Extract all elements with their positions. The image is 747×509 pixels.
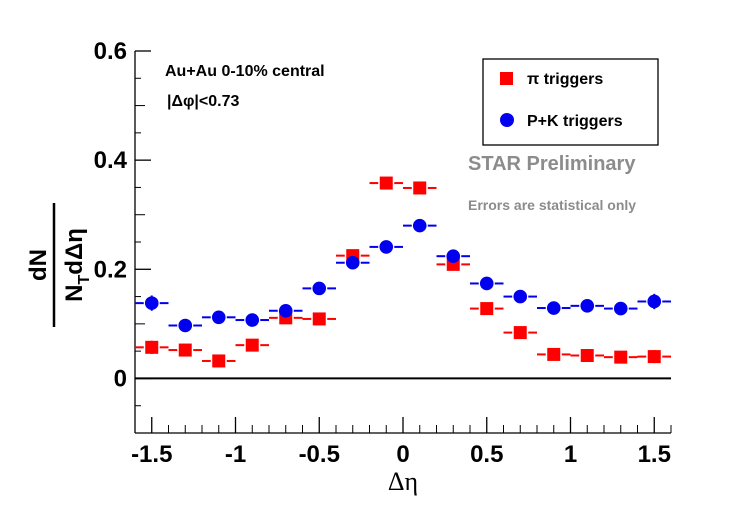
y-tick-label: 0.2 xyxy=(94,256,127,283)
system-annotation: Au+Au 0-10% central xyxy=(165,63,325,80)
data-layer xyxy=(135,176,671,368)
errors-note: Errors are statistical only xyxy=(468,197,636,213)
pi-point xyxy=(547,347,561,361)
pi-point xyxy=(413,181,427,195)
pk-point xyxy=(412,218,427,233)
pk-point xyxy=(613,301,628,316)
pi-point xyxy=(580,349,594,363)
pk-point xyxy=(446,249,461,263)
legend-pi-marker xyxy=(500,72,513,85)
pi-point xyxy=(480,302,494,316)
preliminary-label: STAR Preliminary xyxy=(468,153,636,175)
pi-point xyxy=(145,340,159,354)
pk-point xyxy=(178,318,193,333)
legend-pk-label: P+K triggers xyxy=(527,113,623,130)
y-axis-title-subscript: T xyxy=(76,275,93,285)
y-tick-label: 0.4 xyxy=(94,147,128,174)
x-tick-label: -1 xyxy=(225,441,246,468)
pi-point xyxy=(614,350,628,364)
axes-layer: 0 0.2 0.4 0.6 -1.5 -1 -0.5 0 0.5 1 1.5 xyxy=(94,38,672,468)
y-tick-label: 0 xyxy=(114,365,127,392)
legend-pk-marker xyxy=(500,113,514,127)
y-axis-title-numerator: dN xyxy=(25,249,52,281)
pk-point xyxy=(379,240,394,254)
pi-point xyxy=(312,312,326,326)
pi-point xyxy=(212,354,226,368)
legend-pi-label: π triggers xyxy=(527,71,603,88)
x-tick-label: 1 xyxy=(564,441,577,468)
y-axis-title-N: N xyxy=(61,285,88,302)
pk-point xyxy=(144,296,159,310)
pk-point xyxy=(647,294,662,309)
pk-point xyxy=(345,255,360,270)
y-axis-title: dN NTdΔη xyxy=(25,203,93,327)
x-tick-label: 0.5 xyxy=(470,441,503,468)
pk-point xyxy=(278,303,293,318)
pk-point xyxy=(513,289,528,304)
pk-point xyxy=(211,310,226,325)
pi-point xyxy=(647,350,661,364)
y-tick-label: 0.6 xyxy=(94,38,127,65)
pi-point xyxy=(379,176,393,190)
y-axis-title-denominator: NTdΔη xyxy=(61,228,93,302)
pi-point xyxy=(513,326,527,340)
x-axis-title: Δη xyxy=(388,467,418,496)
cut-annotation: |Δφ|<0.73 xyxy=(167,93,239,110)
x-tick-label: 1.5 xyxy=(638,441,671,468)
pi-point xyxy=(178,343,192,357)
y-axis-title-tail: dΔη xyxy=(61,228,88,275)
pk-point xyxy=(245,313,260,327)
legend: π triggers P+K triggers xyxy=(482,58,659,146)
pi-point xyxy=(245,338,259,352)
x-tick-label: -1.5 xyxy=(131,441,172,468)
x-tick-label: 0 xyxy=(396,441,409,468)
x-tick-label: -0.5 xyxy=(299,441,340,468)
pk-point xyxy=(580,299,595,313)
pk-point xyxy=(546,301,561,315)
pk-point xyxy=(312,281,327,296)
pk-point xyxy=(479,276,494,291)
